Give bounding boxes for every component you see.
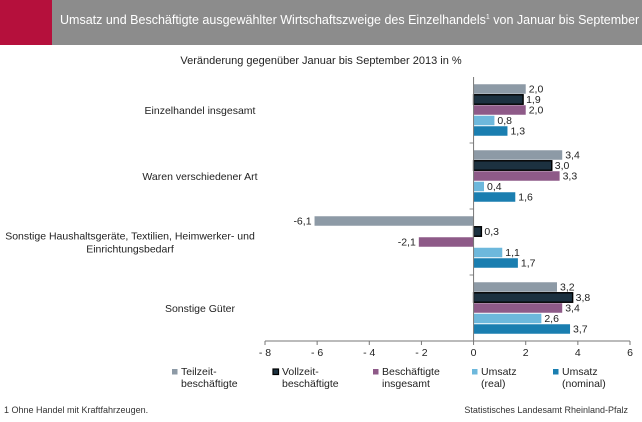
bar bbox=[473, 258, 518, 268]
data-label: -2,1 bbox=[398, 237, 416, 249]
title-accent bbox=[0, 0, 52, 45]
chart-title-footnote-mark: 1 bbox=[485, 13, 490, 21]
x-tick-label: 2 bbox=[523, 347, 529, 359]
data-label: 3,0 bbox=[555, 160, 570, 172]
legend-swatch bbox=[272, 368, 280, 376]
bar bbox=[473, 247, 503, 258]
x-tick-label: - 6 bbox=[311, 347, 323, 359]
category-label: Einrichtungsbedarf bbox=[86, 244, 174, 256]
legend-label: Vollzeit- bbox=[282, 366, 319, 378]
data-label: 3,2 bbox=[560, 282, 575, 294]
legend-swatch bbox=[172, 369, 178, 375]
bar bbox=[473, 84, 526, 94]
bar bbox=[473, 303, 563, 313]
x-tick-label: - 2 bbox=[415, 347, 427, 359]
data-label: 3,8 bbox=[576, 292, 591, 304]
category-label: Waren verschiedener Art bbox=[142, 171, 257, 183]
data-label: 3,4 bbox=[565, 303, 580, 315]
data-label: 3,3 bbox=[563, 171, 578, 183]
bar bbox=[473, 171, 560, 181]
title-bar bbox=[0, 0, 642, 45]
bar bbox=[314, 216, 474, 226]
bar bbox=[473, 282, 557, 292]
data-label: 1,7 bbox=[521, 258, 536, 270]
legend-swatch bbox=[553, 369, 559, 375]
data-label: -6,1 bbox=[293, 216, 311, 228]
legend-label: Umsatz bbox=[481, 366, 517, 378]
legend-label: Teilzeit- bbox=[181, 366, 217, 378]
bar bbox=[473, 126, 508, 136]
bar bbox=[473, 313, 542, 324]
data-label: 2,0 bbox=[529, 105, 544, 117]
chart-title-main: Umsatz und Beschäftigte ausgewählter Wir… bbox=[60, 13, 486, 27]
legend-label: Umsatz bbox=[562, 366, 598, 378]
legend-swatch bbox=[472, 369, 478, 375]
data-label: 2,0 bbox=[529, 84, 544, 96]
source-note: Statistisches Landesamt Rheinland-Pfalz bbox=[464, 405, 628, 415]
bar bbox=[472, 292, 574, 303]
bar bbox=[473, 115, 495, 126]
chart-subtitle: Veränderung gegenüber Januar bis Septemb… bbox=[180, 55, 462, 67]
x-tick-label: 0 bbox=[471, 347, 477, 359]
data-label: 0,4 bbox=[487, 181, 502, 193]
legend-label: Beschäftigte bbox=[382, 366, 440, 378]
category-label: Sonstige Haushaltsgeräte, Textilien, Hei… bbox=[5, 231, 255, 243]
footnote: 1 Ohne Handel mit Kraftfahrzeugen. bbox=[4, 405, 149, 415]
legend-label: insgesamt bbox=[382, 378, 430, 390]
legend-label: (nominal) bbox=[562, 378, 606, 390]
bar-chart: 2,0 3,4 -6,1 3,2 1,9 3,0 0,3 3,8 2,0 3,3 -2,1 3,4 0,… bbox=[5, 77, 633, 390]
data-label: 1,3 bbox=[510, 126, 525, 138]
bar bbox=[473, 324, 571, 334]
legend-label: (real) bbox=[481, 378, 506, 390]
chart-title-rest: von Januar bis September 2014 bbox=[493, 13, 642, 27]
data-label: 0,8 bbox=[497, 115, 512, 127]
data-label: 3,4 bbox=[565, 150, 580, 162]
bar bbox=[418, 237, 474, 247]
bar bbox=[472, 94, 524, 105]
category-label: Einzelhandel insgesamt bbox=[145, 105, 256, 117]
bar bbox=[473, 105, 526, 115]
x-tick-label: 4 bbox=[575, 347, 581, 359]
x-tick-label: - 4 bbox=[363, 347, 375, 359]
bar bbox=[472, 160, 553, 171]
category-label: Sonstige Güter bbox=[165, 303, 236, 315]
bar bbox=[473, 181, 484, 192]
data-label: 1,1 bbox=[505, 247, 520, 259]
x-tick-label: 6 bbox=[627, 347, 633, 359]
data-label: 0,3 bbox=[484, 226, 499, 238]
bar bbox=[473, 150, 563, 160]
legend-label: beschäftigte bbox=[181, 378, 238, 390]
x-tick-label: - 8 bbox=[259, 347, 271, 359]
bar bbox=[472, 226, 483, 237]
chart-title: Umsatz und Beschäftigte ausgewählter Wir… bbox=[60, 13, 642, 27]
legend-swatch bbox=[373, 369, 379, 375]
data-label: 3,7 bbox=[573, 324, 588, 336]
data-label: 1,6 bbox=[518, 192, 533, 204]
data-label: 1,9 bbox=[526, 94, 541, 106]
data-label: 2,6 bbox=[544, 313, 559, 325]
legend-label: beschäftigte bbox=[282, 378, 339, 390]
bar bbox=[473, 192, 516, 202]
